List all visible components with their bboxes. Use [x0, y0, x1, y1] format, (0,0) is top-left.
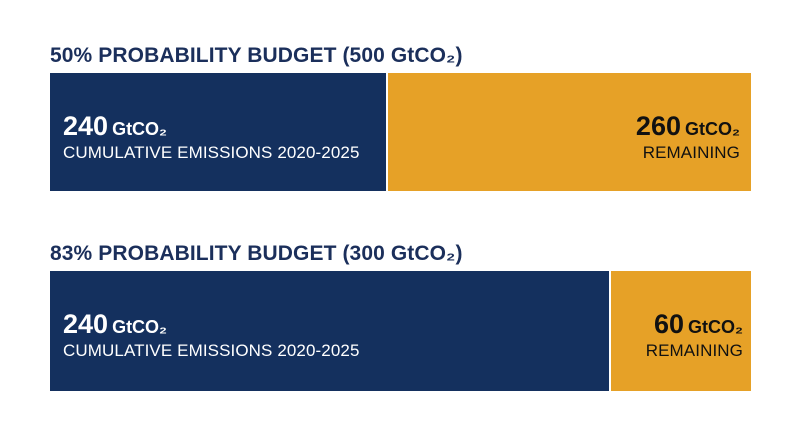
segment-description: REMAINING: [645, 341, 743, 360]
chart-title: 50% PROBABILITY BUDGET (500 GtCO₂): [50, 44, 463, 67]
segment-label-emissions: 240 GtCO₂ CUMULATIVE EMISSIONS 2020-2025: [63, 111, 360, 164]
stacked-bar: 240 GtCO₂ CUMULATIVE EMISSIONS 2020-2025 …: [50, 271, 751, 391]
segment-description: CUMULATIVE EMISSIONS 2020-2025: [63, 143, 360, 162]
chart-title: 83% PROBABILITY BUDGET (300 GtCO₂): [50, 242, 463, 265]
bar-segment-emissions: 240 GtCO₂ CUMULATIVE EMISSIONS 2020-2025: [50, 73, 386, 191]
bar-segment-remaining: 60 GtCO₂ REMAINING: [611, 271, 751, 391]
value-label: 60: [653, 309, 684, 339]
segment-label-remaining: 260 GtCO₂ REMAINING: [636, 111, 740, 164]
value-label: 240: [63, 111, 109, 141]
unit-label: GtCO₂: [687, 317, 743, 337]
segment-description: CUMULATIVE EMISSIONS 2020-2025: [63, 341, 360, 360]
unit-label: GtCO₂: [112, 119, 168, 139]
unit-label: GtCO₂: [112, 317, 168, 337]
value-label: 260: [635, 111, 681, 141]
stacked-bar: 240 GtCO₂ CUMULATIVE EMISSIONS 2020-2025 …: [50, 73, 751, 191]
budget-500-chart: 50% PROBABILITY BUDGET (500 GtCO₂) 240 Gt…: [50, 40, 751, 191]
value-label: 240: [63, 309, 109, 339]
segment-divider: [385, 73, 388, 191]
segment-label-remaining: 60 GtCO₂ REMAINING: [646, 309, 743, 362]
bar-segment-remaining: 260 GtCO₂ REMAINING: [387, 73, 751, 191]
segment-description: REMAINING: [642, 143, 740, 162]
unit-label: GtCO₂: [684, 119, 740, 139]
bar-segment-emissions: 240 GtCO₂ CUMULATIVE EMISSIONS 2020-2025: [50, 271, 610, 391]
segment-divider: [609, 271, 612, 391]
segment-label-emissions: 240 GtCO₂ CUMULATIVE EMISSIONS 2020-2025: [63, 309, 360, 362]
budget-300-chart: 83% PROBABILITY BUDGET (300 GtCO₂) 240 Gt…: [50, 238, 751, 391]
